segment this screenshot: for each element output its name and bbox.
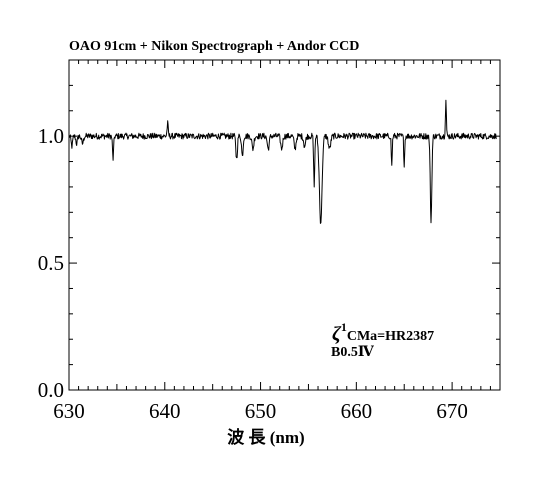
y-axis-ticks <box>69 84 500 391</box>
x-axis-tick-labels: 630 640 650 660 670 <box>53 399 468 423</box>
annotation-spectral-type: B0.5Ⅳ <box>331 345 375 360</box>
x-tick-label: 640 <box>149 399 181 423</box>
annotation-superscript: 1 <box>341 320 347 334</box>
annotation-zeta-symbol: ζ <box>332 323 342 345</box>
y-tick-label: 1.0 <box>38 124 64 148</box>
chart-title: OAO 91cm + Nikon Spectrograph + Andor CC… <box>69 39 359 54</box>
x-axis-label: 波 長 (nm) <box>227 427 304 447</box>
x-tick-label: 670 <box>436 399 468 423</box>
x-tick-label: 630 <box>53 399 85 423</box>
y-axis-tick-labels: 0.0 0.5 1.0 <box>38 124 64 402</box>
series-line-spectrum <box>68 99 497 224</box>
x-tick-label: 660 <box>341 399 373 423</box>
y-tick-label: 0.0 <box>38 378 64 402</box>
plot-frame <box>68 59 501 391</box>
annotation-star-name: ζ1CMa=HR2387 <box>332 320 434 345</box>
annotation-star-id: CMa=HR2387 <box>347 329 434 344</box>
x-axis-ticks <box>68 60 501 390</box>
y-tick-label: 0.5 <box>38 251 64 275</box>
x-tick-label: 650 <box>245 399 277 423</box>
